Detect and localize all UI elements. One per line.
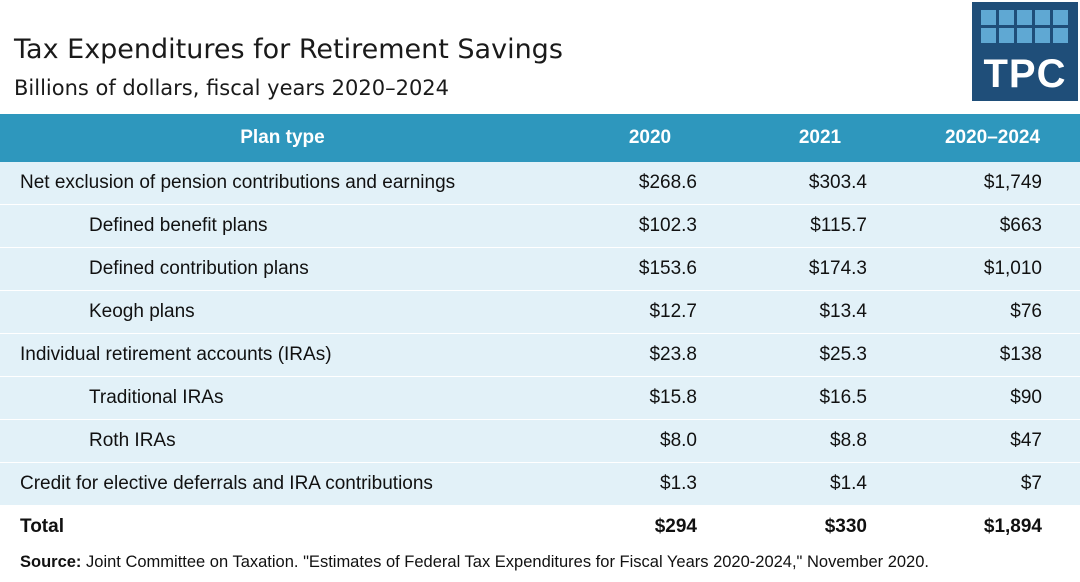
- value-2020-2024-cell: $7: [905, 462, 1080, 506]
- plan-type-cell: Individual retirement accounts (IRAs): [0, 333, 565, 377]
- table-row: Defined benefit plans $102.3 $115.7 $663: [0, 204, 1080, 248]
- logo-grid-icon: [981, 10, 1071, 43]
- table-row: Traditional IRAs $15.8 $16.5 $90: [0, 376, 1080, 420]
- plan-type-cell: Keogh plans: [0, 290, 565, 334]
- value-2020-cell: $12.7: [565, 290, 735, 334]
- table-row: Roth IRAs $8.0 $8.8 $47: [0, 419, 1080, 463]
- table-row: Net exclusion of pension contributions a…: [0, 162, 1080, 205]
- value-2020-cell: $15.8: [565, 376, 735, 420]
- source-note: Source: Joint Committee on Taxation. "Es…: [20, 553, 929, 572]
- value-2020-2024-cell: $1,010: [905, 247, 1080, 291]
- plan-type-cell: Net exclusion of pension contributions a…: [0, 162, 565, 205]
- value-2020-2024-cell: $663: [905, 204, 1080, 248]
- plan-type-cell: Defined benefit plans: [0, 204, 565, 248]
- value-2021-cell: $16.5: [735, 376, 905, 420]
- total-2021-cell: $330: [735, 505, 905, 549]
- total-label-cell: Total: [0, 505, 565, 549]
- logo-text: TPC: [983, 52, 1067, 96]
- page-title: Tax Expenditures for Retirement Savings: [14, 34, 563, 65]
- value-2020-cell: $153.6: [565, 247, 735, 291]
- table-row: Credit for elective deferrals and IRA co…: [0, 462, 1080, 506]
- value-2021-cell: $115.7: [735, 204, 905, 248]
- plan-type-cell: Credit for elective deferrals and IRA co…: [0, 462, 565, 506]
- source-text: Joint Committee on Taxation. "Estimates …: [81, 553, 929, 571]
- value-2020-2024-cell: $90: [905, 376, 1080, 420]
- value-2021-cell: $303.4: [735, 162, 905, 205]
- total-2020-cell: $294: [565, 505, 735, 549]
- value-2020-cell: $23.8: [565, 333, 735, 377]
- plan-type-cell: Roth IRAs: [0, 419, 565, 463]
- col-header-plan-type: Plan type: [0, 114, 565, 162]
- value-2021-cell: $8.8: [735, 419, 905, 463]
- table-row: Individual retirement accounts (IRAs) $23…: [0, 333, 1080, 377]
- value-2020-cell: $1.3: [565, 462, 735, 506]
- total-2020-2024-cell: $1,894: [905, 505, 1080, 549]
- value-2020-2024-cell: $138: [905, 333, 1080, 377]
- col-header-2020-2024: 2020–2024: [905, 114, 1080, 162]
- source-label: Source:: [20, 553, 82, 571]
- value-2021-cell: $1.4: [735, 462, 905, 506]
- col-header-2020: 2020: [565, 114, 735, 162]
- table-row: Defined contribution plans $153.6 $174.3 $1…: [0, 247, 1080, 291]
- value-2021-cell: $13.4: [735, 290, 905, 334]
- table-row: Keogh plans $12.7 $13.4 $76: [0, 290, 1080, 334]
- value-2020-2024-cell: $47: [905, 419, 1080, 463]
- page-subtitle: Billions of dollars, fiscal years 2020–2…: [14, 76, 450, 100]
- tpc-logo: TPC: [972, 2, 1078, 101]
- tax-expenditures-table: Plan type 2020 2021 2020–2024 Net exclus…: [0, 114, 1080, 549]
- value-2020-cell: $102.3: [565, 204, 735, 248]
- value-2020-2024-cell: $1,749: [905, 162, 1080, 205]
- value-2021-cell: $174.3: [735, 247, 905, 291]
- plan-type-cell: Traditional IRAs: [0, 376, 565, 420]
- table-header-row: Plan type 2020 2021 2020–2024: [0, 114, 1080, 162]
- value-2020-cell: $268.6: [565, 162, 735, 205]
- value-2020-2024-cell: $76: [905, 290, 1080, 334]
- value-2020-cell: $8.0: [565, 419, 735, 463]
- total-row: Total $294 $330 $1,894: [0, 505, 1080, 549]
- col-header-2021: 2021: [735, 114, 905, 162]
- value-2021-cell: $25.3: [735, 333, 905, 377]
- plan-type-cell: Defined contribution plans: [0, 247, 565, 291]
